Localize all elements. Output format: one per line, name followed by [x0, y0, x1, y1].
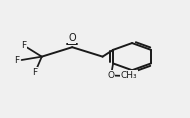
Text: O: O [108, 71, 115, 80]
Text: F: F [14, 56, 20, 65]
Text: O: O [68, 33, 76, 43]
Text: CH₃: CH₃ [121, 71, 137, 80]
Text: F: F [33, 67, 38, 77]
Text: F: F [21, 41, 26, 50]
